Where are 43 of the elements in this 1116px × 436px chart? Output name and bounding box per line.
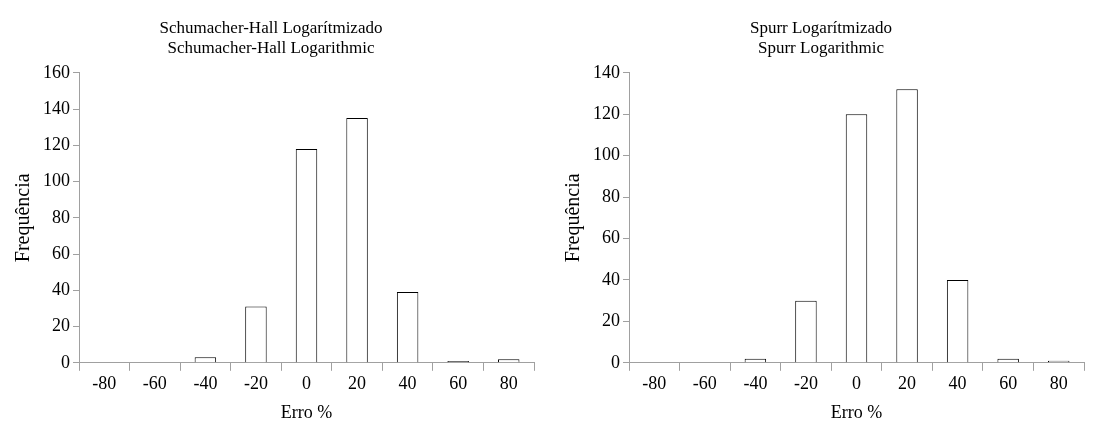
x-tick-label: -80 (642, 373, 667, 394)
x-tick-label: -20 (243, 373, 268, 394)
x-tick-label: 20 (348, 373, 367, 394)
y-tick-label: 140 (593, 61, 620, 82)
y-tick-label: 100 (593, 144, 620, 165)
x-tick-label: 60 (999, 373, 1018, 394)
y-tick-label: 20 (602, 310, 620, 331)
y-tick-label: 160 (43, 61, 70, 82)
x-tick-label: 20 (898, 373, 917, 394)
y-tick-label: 60 (52, 242, 70, 263)
x-tick-label: -60 (142, 373, 167, 394)
y-axis-title: Frequência (561, 173, 585, 263)
y-tick-label: 100 (43, 170, 70, 191)
y-tick-label: 20 (52, 315, 70, 336)
y-tick-label: 40 (52, 279, 70, 300)
x-tick-label: -40 (743, 373, 768, 394)
y-tick-label: 0 (61, 351, 70, 372)
chart-subtitle: Schumacher-Hall Logarithmic (167, 38, 375, 58)
x-tick-label: 0 (302, 373, 311, 394)
chart-title: Schumacher-Hall Logarítmizado (159, 17, 383, 37)
y-tick-label: 0 (611, 351, 620, 372)
x-tick-label: 0 (852, 373, 861, 394)
x-tick-label: 60 (449, 373, 468, 394)
y-tick-label: 60 (602, 227, 620, 248)
x-tick-label: -80 (92, 373, 117, 394)
y-tick-label: 120 (43, 134, 70, 155)
y-axis-title: Frequência (11, 173, 35, 263)
chart-title: Spurr Logarítmizado (749, 17, 893, 37)
y-tick-label: 140 (43, 97, 70, 118)
y-tick-label: 40 (602, 268, 620, 289)
x-axis-title: Erro % (280, 401, 333, 422)
x-axis-title: Erro % (830, 401, 883, 422)
y-tick-label: 120 (593, 102, 620, 123)
y-tick-label: 80 (602, 185, 620, 206)
x-tick-label: 80 (499, 373, 518, 394)
x-tick-label: -60 (692, 373, 717, 394)
x-tick-label: -20 (793, 373, 818, 394)
x-tick-label: -40 (193, 373, 218, 394)
x-tick-label: 80 (1049, 373, 1068, 394)
chart-subtitle: Spurr Logarithmic (757, 38, 885, 58)
x-tick-label: 40 (398, 373, 417, 394)
x-tick-label: 40 (948, 373, 967, 394)
y-tick-label: 80 (52, 206, 70, 227)
